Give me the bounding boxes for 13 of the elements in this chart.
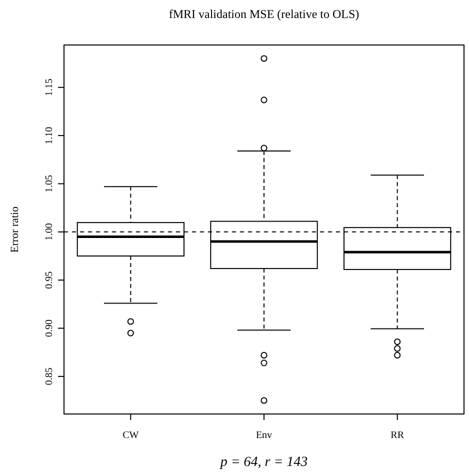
y-tick-label: 1.10 — [44, 126, 55, 144]
x-axis-title: p = 64, r = 143 — [219, 455, 308, 470]
y-tick-label: 1.05 — [44, 174, 55, 192]
y-axis-title: Error ratio — [9, 206, 21, 253]
y-tick-label: 1.00 — [44, 223, 55, 241]
x-tick-label: Env — [256, 430, 272, 441]
y-tick-label: 0.85 — [44, 368, 55, 386]
x-tick-label: RR — [390, 430, 404, 441]
y-tick-label: 0.95 — [44, 271, 55, 289]
chart-title: fMRI validation MSE (relative to OLS) — [168, 7, 360, 21]
x-tick-label: CW — [122, 430, 140, 441]
y-tick-label: 0.90 — [44, 320, 55, 338]
y-tick-label: 1.15 — [44, 78, 55, 96]
